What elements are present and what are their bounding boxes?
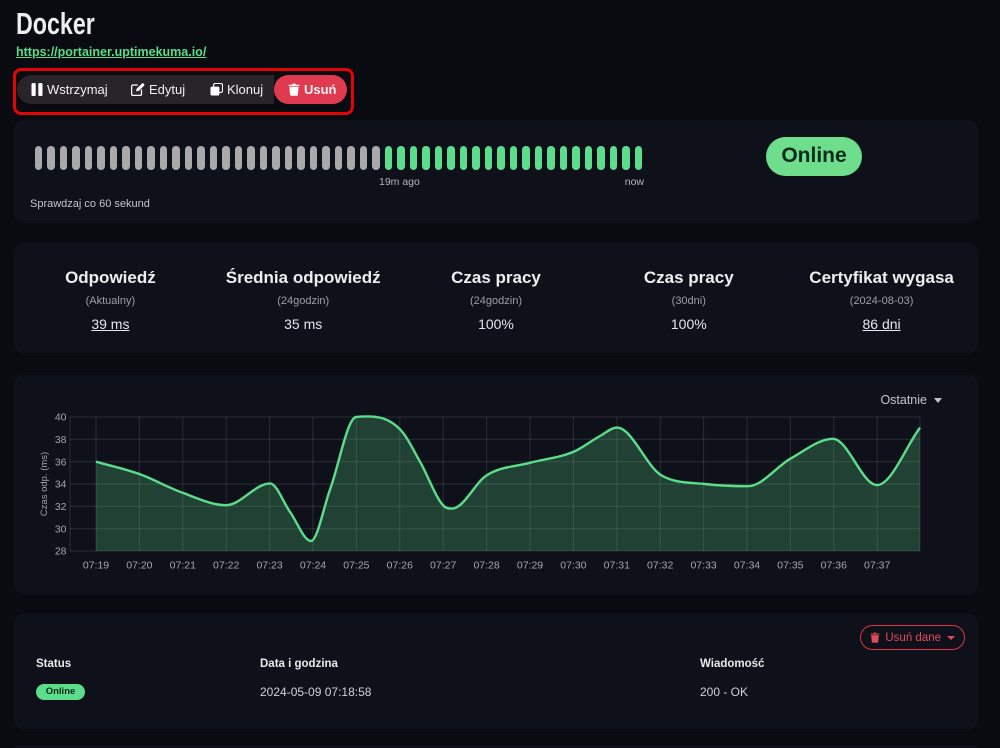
svg-text:30: 30 bbox=[55, 523, 67, 535]
svg-text:07:33: 07:33 bbox=[690, 560, 716, 572]
svg-text:07:36: 07:36 bbox=[821, 560, 847, 572]
svg-text:40: 40 bbox=[55, 412, 67, 424]
svg-text:36: 36 bbox=[55, 456, 67, 468]
svg-text:07:35: 07:35 bbox=[777, 560, 803, 572]
svg-text:07:21: 07:21 bbox=[170, 560, 196, 572]
svg-text:07:28: 07:28 bbox=[473, 560, 499, 572]
svg-text:07:22: 07:22 bbox=[213, 560, 239, 572]
svg-text:07:26: 07:26 bbox=[387, 560, 413, 572]
svg-text:07:23: 07:23 bbox=[256, 560, 282, 572]
svg-text:34: 34 bbox=[55, 479, 67, 491]
svg-text:07:34: 07:34 bbox=[734, 560, 760, 572]
svg-text:07:25: 07:25 bbox=[343, 560, 369, 572]
svg-text:07:19: 07:19 bbox=[83, 560, 109, 572]
svg-text:07:37: 07:37 bbox=[864, 560, 890, 572]
svg-text:07:24: 07:24 bbox=[300, 560, 326, 572]
svg-text:07:31: 07:31 bbox=[604, 560, 630, 572]
svg-text:07:27: 07:27 bbox=[430, 560, 456, 572]
svg-text:28: 28 bbox=[55, 546, 67, 558]
svg-text:07:30: 07:30 bbox=[560, 560, 586, 572]
svg-text:32: 32 bbox=[55, 501, 67, 513]
svg-text:07:29: 07:29 bbox=[517, 560, 543, 572]
svg-text:Czas odp. (ms): Czas odp. (ms) bbox=[39, 452, 50, 516]
svg-text:07:20: 07:20 bbox=[126, 560, 152, 572]
svg-text:38: 38 bbox=[55, 434, 67, 446]
svg-text:07:32: 07:32 bbox=[647, 560, 673, 572]
